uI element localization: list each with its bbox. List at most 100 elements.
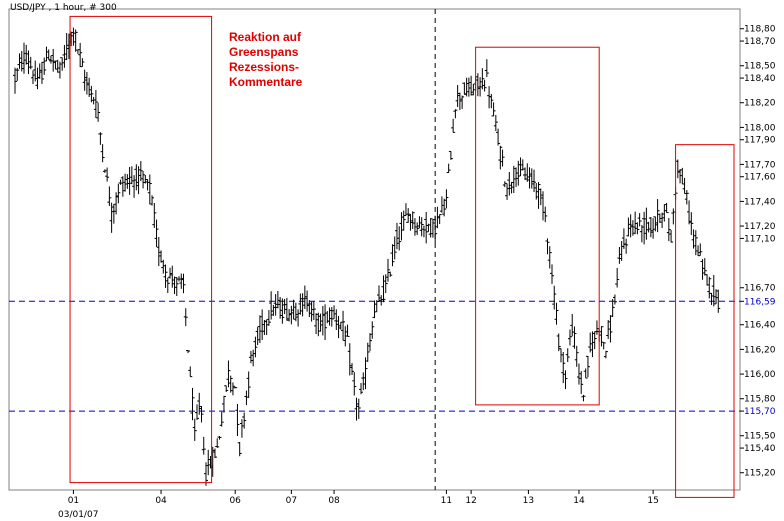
ohlc-bar [233,386,238,389]
ohlc-bar [711,275,716,307]
x-tick-label: 14 [573,496,585,506]
ohlc-bar [147,174,152,205]
ohlc-bar [336,315,341,339]
ohlc-bar [57,61,62,79]
ohlc-bar [567,329,572,346]
y-tick-label: 117,60 [744,173,776,183]
ohlc-bar [516,160,521,186]
ohlc-bar [565,348,570,363]
ohlc-bar [107,186,112,207]
ohlc-bar [73,29,78,52]
ohlc-bar [186,350,191,354]
ohlc-bar [556,333,561,352]
ohlc-bar [284,297,289,321]
ohlc-bar [280,298,285,324]
ohlc-bar [60,57,65,71]
ohlc-bar [154,219,159,247]
ohlc-bar [406,208,411,223]
ohlc-bar [39,61,44,84]
ohlc-bar [100,144,105,163]
x-date-label: 03/01/07 [58,510,98,520]
ohlc-bar [156,236,161,267]
ohlc-bar [244,390,249,406]
price-bars [13,27,721,486]
ohlc-bar [399,212,404,241]
ohlc-bar [514,167,519,187]
ohlc-bar [46,49,51,61]
ohlc-bar [538,188,543,206]
ohlc-bar [444,189,449,209]
y-tick-label: 116,40 [744,321,776,331]
ohlc-bar [527,167,532,189]
ohlc-bar [714,289,719,305]
ohlc-bar [161,259,166,274]
y-tick-label: 115,20 [744,469,776,479]
ohlc-bar [347,343,352,376]
ohlc-bar [190,387,195,421]
ohlc-bar [716,289,721,313]
ohlc-bar [102,169,107,173]
ohlc-bar [55,59,60,73]
ohlc-bar [496,128,501,146]
ohlc-bar [532,169,537,193]
ohlc-bar [424,212,429,244]
ohlc-bar [365,342,370,362]
ohlc-bar [682,177,687,195]
y-tick-label: 118,50 [744,62,776,72]
ohlc-bar [639,225,644,243]
y-tick-label: 118,20 [744,99,776,109]
ohlc-bar [114,192,119,215]
ohlc-bar [707,276,712,299]
ohlc-bar [520,159,525,171]
ohlc-bar [246,371,251,398]
chart-title: USD/JPY , 1 hour, # 300 [10,3,117,13]
ohlc-bar [179,273,184,289]
ohlc-bar [152,202,157,228]
ohlc-bar [545,238,550,255]
ohlc-bar [471,83,476,96]
ohlc-bar [628,214,633,238]
ohlc-bar [183,308,188,327]
ohlc-bar [489,94,494,109]
ohlc-bar [507,171,512,196]
x-tick-label: 13 [523,496,534,506]
ohlc-bar [132,175,137,198]
ohlc-bar [273,294,278,316]
ohlc-bar [334,309,339,330]
ohlc-bar [170,265,175,288]
ohlc-bar [71,27,76,46]
ohlc-bar [82,69,87,91]
ohlc-bar [635,222,640,235]
ohlc-bar [558,348,563,363]
ohlc-bar [129,166,134,185]
plot-area [8,8,741,491]
ohlc-bar [478,77,483,97]
ohlc-bar [403,203,408,217]
y-tick-label: 117,10 [744,234,776,244]
ohlc-bar [552,285,557,310]
ohlc-bar [705,274,710,286]
ohlc-bar [248,350,253,364]
ohlc-bar [608,315,613,343]
ohlc-bar [253,336,258,358]
y-tick-label: 117,90 [744,136,776,146]
ohlc-bar [392,236,397,260]
ohlc-bar [42,57,47,75]
ohlc-bar [51,48,56,72]
ohlc-bar [536,181,541,209]
ohlc-bar [583,368,588,379]
ohlc-bar [206,449,211,476]
x-axis: 01 04 06 07 08 11 12 13 14 15 [68,490,659,506]
ohlc-bar [691,229,696,249]
ohlc-bar [401,210,406,231]
y-tick-label: 116,70 [744,284,776,294]
ohlc-bar [415,222,420,235]
ohlc-bar [345,324,350,337]
ohlc-bar [410,211,415,230]
ohlc-bar [525,163,530,182]
y-tick-label: 117,40 [744,197,776,207]
ohlc-bar [64,32,69,61]
ohlc-bar [390,244,395,267]
ohlc-bar [561,351,566,384]
